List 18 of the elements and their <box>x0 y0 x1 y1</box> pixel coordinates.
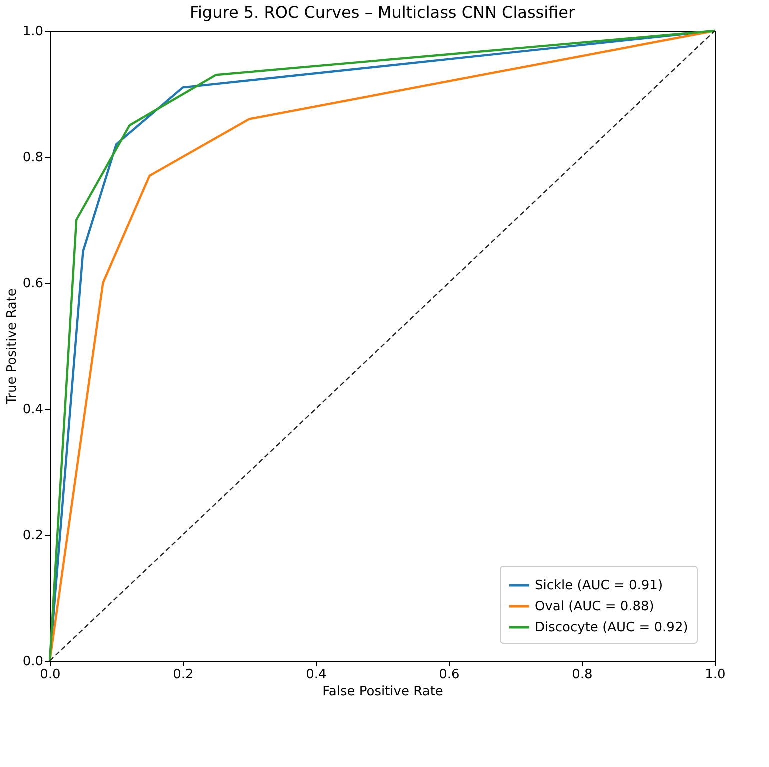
x-tick-label: 1.0 <box>705 668 726 682</box>
legend-label: Discocyte (AUC = 0.92) <box>535 620 688 636</box>
legend-label: Sickle (AUC = 0.91) <box>535 578 664 594</box>
y-tick-label: 0.4 <box>22 402 44 418</box>
x-tick-label: 0.8 <box>572 668 593 682</box>
y-axis-title: True Positive Rate <box>4 288 20 406</box>
x-tick-label: 0.2 <box>173 668 194 682</box>
y-tick-label: 0.0 <box>22 654 44 670</box>
y-tick-label: 1.0 <box>22 24 44 40</box>
x-tick-label: 0.6 <box>439 668 460 682</box>
chart-title: Figure 5. ROC Curves – Multiclass CNN Classifier <box>190 3 576 22</box>
y-tick-label: 0.6 <box>22 276 44 292</box>
x-axis-title: False Positive Rate <box>322 684 444 700</box>
y-tick-label: 0.2 <box>22 528 44 544</box>
legend-label: Oval (AUC = 0.88) <box>535 600 654 614</box>
x-tick-label: 0.4 <box>306 668 327 682</box>
y-tick-label: 0.8 <box>22 150 44 166</box>
x-tick-label: 0.0 <box>40 668 61 682</box>
